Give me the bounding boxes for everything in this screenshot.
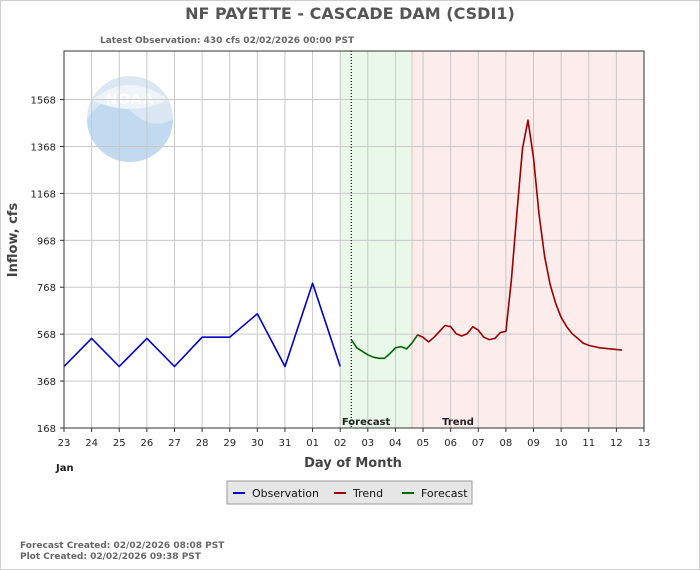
legend-label-observation: Observation [252, 487, 319, 500]
series-observation [63, 282, 341, 368]
zone-label-forecast: Forecast [342, 417, 391, 428]
y-tick-label-568: 568 [37, 330, 56, 341]
y-tick-label-1568: 1568 [31, 96, 56, 107]
x-tick-label-28: 28 [196, 438, 209, 449]
axes: 23 24 25 26 27 28 29 30 31 01 02 03 04 05 06 07 08 09 10 11… [31, 50, 651, 449]
zone-trend [412, 51, 644, 428]
x-tick-label-10: 10 [555, 438, 568, 449]
x-tick-label-03: 03 [361, 438, 374, 449]
zone-labels: Forecast Trend [342, 417, 474, 428]
legend-box [226, 480, 473, 505]
forecast-created-text: Forecast Created: 02/02/2026 08:08 PST [20, 541, 225, 551]
x-tick-label-12: 12 [610, 438, 623, 449]
x-tick-label-04: 04 [389, 438, 402, 449]
legend-label-forecast: Forecast [421, 487, 468, 500]
month-label: Jan [55, 463, 74, 474]
plot-border [63, 50, 645, 429]
x-tick-label-25: 25 [113, 438, 126, 449]
x-tick-label-30: 30 [251, 438, 264, 449]
y-tick-label-1368: 1368 [31, 142, 56, 153]
x-axis-label: Day of Month [304, 456, 402, 471]
x-tick-label-09: 09 [527, 438, 540, 449]
y-tick-label-968: 968 [37, 236, 56, 247]
zone-label-trend: Trend [442, 417, 474, 428]
x-tick-label-26: 26 [140, 438, 153, 449]
y-tick-label-1168: 1168 [31, 189, 56, 200]
y-tick-label-168: 168 [37, 424, 56, 435]
y-tick-label-768: 768 [37, 283, 56, 294]
legend-label-trend: Trend [352, 487, 383, 500]
x-tick-label-23: 23 [58, 438, 71, 449]
series-forecast [350, 334, 419, 360]
x-tick-label-05: 05 [417, 438, 430, 449]
y-tick-label-368: 368 [37, 377, 56, 388]
forecast-trend-zones [340, 51, 644, 428]
latest-observation-text: Latest Observation: 430 cfs 02/02/2026 0… [100, 36, 355, 46]
x-tick-label-06: 06 [444, 438, 457, 449]
plot-created-text: Plot Created: 02/02/2026 09:38 PST [20, 552, 202, 562]
x-tick-label-31: 31 [279, 438, 292, 449]
zone-forecast [340, 51, 412, 428]
noaa-logo: NOAA [87, 76, 173, 162]
x-tick-label-24: 24 [85, 438, 98, 449]
x-tick-label-08: 08 [500, 438, 513, 449]
x-tick-label-01: 01 [306, 438, 319, 449]
data-series [63, 51, 622, 428]
logo-bird [92, 85, 168, 109]
x-tick-label-29: 29 [223, 438, 236, 449]
chart-title: NF PAYETTE - CASCADE DAM (CSDI1) [185, 4, 515, 23]
x-tick-label-13: 13 [638, 438, 651, 449]
legend: Observation Trend Forecast [226, 480, 473, 505]
series-trend [417, 119, 622, 351]
x-tick-label-27: 27 [168, 438, 181, 449]
x-tick-label-02: 02 [334, 438, 347, 449]
x-tick-label-07: 07 [472, 438, 485, 449]
x-tick-label-11: 11 [582, 438, 595, 449]
y-axis-label: Inflow, cfs [6, 203, 21, 278]
